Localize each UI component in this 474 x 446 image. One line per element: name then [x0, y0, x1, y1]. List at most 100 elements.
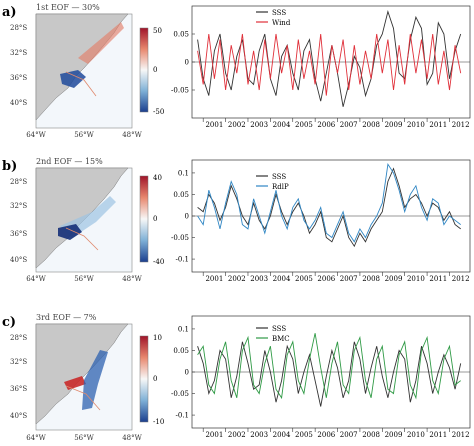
land [35, 323, 129, 425]
lat-label: 36°S [10, 74, 27, 82]
lat-label: 36°S [10, 385, 27, 393]
y-tick-label: 0.05 [173, 191, 189, 199]
series-line-wind [197, 33, 462, 96]
negative-anomaly [82, 350, 108, 410]
x-tick-label: 2007 [340, 121, 358, 129]
series-line-bmc [197, 333, 461, 400]
x-tick-label: 2004 [273, 431, 291, 439]
lat-label: 40°S [10, 412, 27, 420]
y-tick-label: 0 [185, 59, 189, 67]
lat-label: 40°S [10, 256, 27, 264]
series-line-rdlp [197, 163, 461, 243]
legend: SSS Wind [256, 9, 291, 27]
lon-label: 56°W [74, 434, 94, 442]
y-tick-label: -0.05 [171, 390, 189, 398]
x-tick-label: 2010 [407, 121, 425, 129]
colorbar: 50 0 -50 [139, 27, 164, 116]
eof-title: 2nd EOF — 15% [36, 157, 103, 166]
legend: SSS BMC [256, 325, 290, 343]
series-line-sss [197, 341, 462, 407]
colorbar-tick: -50 [153, 108, 164, 116]
colorbar-tick: 0 [153, 215, 157, 223]
y-tick-label: -0.05 [171, 234, 189, 242]
x-tick-label: 2008 [362, 121, 380, 129]
x-tick-label: 2010 [407, 431, 425, 439]
x-tick-label: 2001 [205, 275, 223, 283]
x-tick-label: 2002 [228, 275, 246, 283]
y-tick-label: -0.05 [171, 87, 189, 95]
lon-label: 48°W [122, 131, 142, 139]
lon-label: 56°W [74, 131, 94, 139]
x-tick-label: 2011 [429, 121, 447, 129]
x-tick-label: 2012 [452, 431, 470, 439]
x-tick-label: 2002 [228, 121, 246, 129]
colorbar-scale [139, 335, 149, 423]
map: 28°S 32°S 36°S 40°S 64°W 56°W 48°W [10, 167, 143, 283]
y-tick-label: -0.1 [176, 412, 190, 420]
colorbar-tick: 10 [153, 334, 162, 342]
lon-label: 48°W [122, 434, 142, 442]
x-tick-label: 2009 [385, 275, 403, 283]
y-tick-label: 0.05 [173, 347, 189, 355]
lat-label: 32°S [10, 202, 27, 210]
lat-label: 28°S [10, 334, 27, 342]
eof-title: 1st EOF — 30% [36, 3, 100, 12]
x-tick-label: 2010 [407, 275, 425, 283]
legend-label: Wind [272, 19, 291, 27]
lat-label: 36°S [10, 230, 27, 238]
legend-label: RdlP [272, 183, 289, 191]
lat-label: 28°S [10, 178, 27, 186]
timeseries-plot: 0.1 0.05 0 -0.05 -0.1 2001 2002 2003 2004 2005 20… [171, 159, 471, 283]
x-tick-label: 2003 [250, 431, 268, 439]
y-tick-label: -0.1 [176, 256, 190, 264]
x-tick-label: 2004 [273, 121, 291, 129]
x-tick-label: 2004 [273, 275, 291, 283]
panel-letter: c) [2, 315, 16, 330]
colorbar: 40 0 -40 [139, 174, 164, 266]
colorbar-tick: -40 [153, 258, 164, 266]
y-tick-label: 0.1 [178, 169, 189, 177]
colorbar-tick: 0 [153, 66, 157, 74]
x-tick-label: 2006 [317, 431, 335, 439]
series-line-sss [197, 167, 461, 248]
legend-label: SSS [272, 325, 286, 333]
colorbar-scale [139, 175, 149, 263]
panel-a: a) 1st EOF — 30% 28°S 32°S 36°S 40°S 64°… [2, 3, 471, 139]
lat-label: 32°S [10, 49, 27, 57]
map: 28°S 32°S 36°S 40°S 64°W 56°W 48°W [10, 323, 143, 442]
y-tick-label: 0.1 [178, 325, 189, 333]
colorbar-scale [139, 27, 149, 113]
negative-anomaly [60, 70, 86, 88]
panel-b: b) 2nd EOF — 15% 28°S 32°S 36°S 40°S 64°… [2, 157, 471, 283]
isobath [65, 385, 101, 411]
positive-anomaly [64, 376, 86, 390]
timeseries-plot: 0.1 0.05 0 -0.05 -0.1 2001 2002 2003 2004 2005 20… [171, 315, 471, 439]
map: 28°S 32°S 36°S 40°S 64°W 56°W 48°W [10, 13, 143, 139]
x-tick-label: 2002 [228, 431, 246, 439]
x-tick-label: 2009 [385, 431, 403, 439]
x-tick-label: 2005 [295, 275, 313, 283]
x-tick-label: 2007 [340, 431, 358, 439]
panel-c: c) 3rd EOF — 7% 28°S 32°S 36°S 40°S 64°W… [2, 313, 471, 442]
series-line-sss [197, 9, 462, 107]
isobath [65, 71, 97, 97]
x-tick-label: 2005 [295, 431, 313, 439]
x-tick-label: 2001 [205, 121, 223, 129]
x-tick-label: 2011 [429, 275, 447, 283]
colorbar-tick: 40 [153, 174, 162, 182]
positive-anomaly [78, 22, 124, 64]
eof-title: 3rd EOF — 7% [36, 313, 97, 322]
colorbar-tick: 0 [153, 375, 157, 383]
legend-label: BMC [272, 335, 290, 343]
x-tick-label: 2003 [250, 275, 268, 283]
negative-anomaly-core [58, 224, 82, 240]
lon-label: 64°W [26, 131, 46, 139]
x-tick-label: 2005 [295, 121, 313, 129]
legend: SSS RdlP [256, 173, 289, 191]
x-tick-label: 2011 [429, 431, 447, 439]
y-tick-label: 0 [185, 213, 189, 221]
lon-label: 64°W [26, 275, 46, 283]
x-tick-label: 2006 [317, 121, 335, 129]
x-tick-label: 2012 [452, 275, 470, 283]
